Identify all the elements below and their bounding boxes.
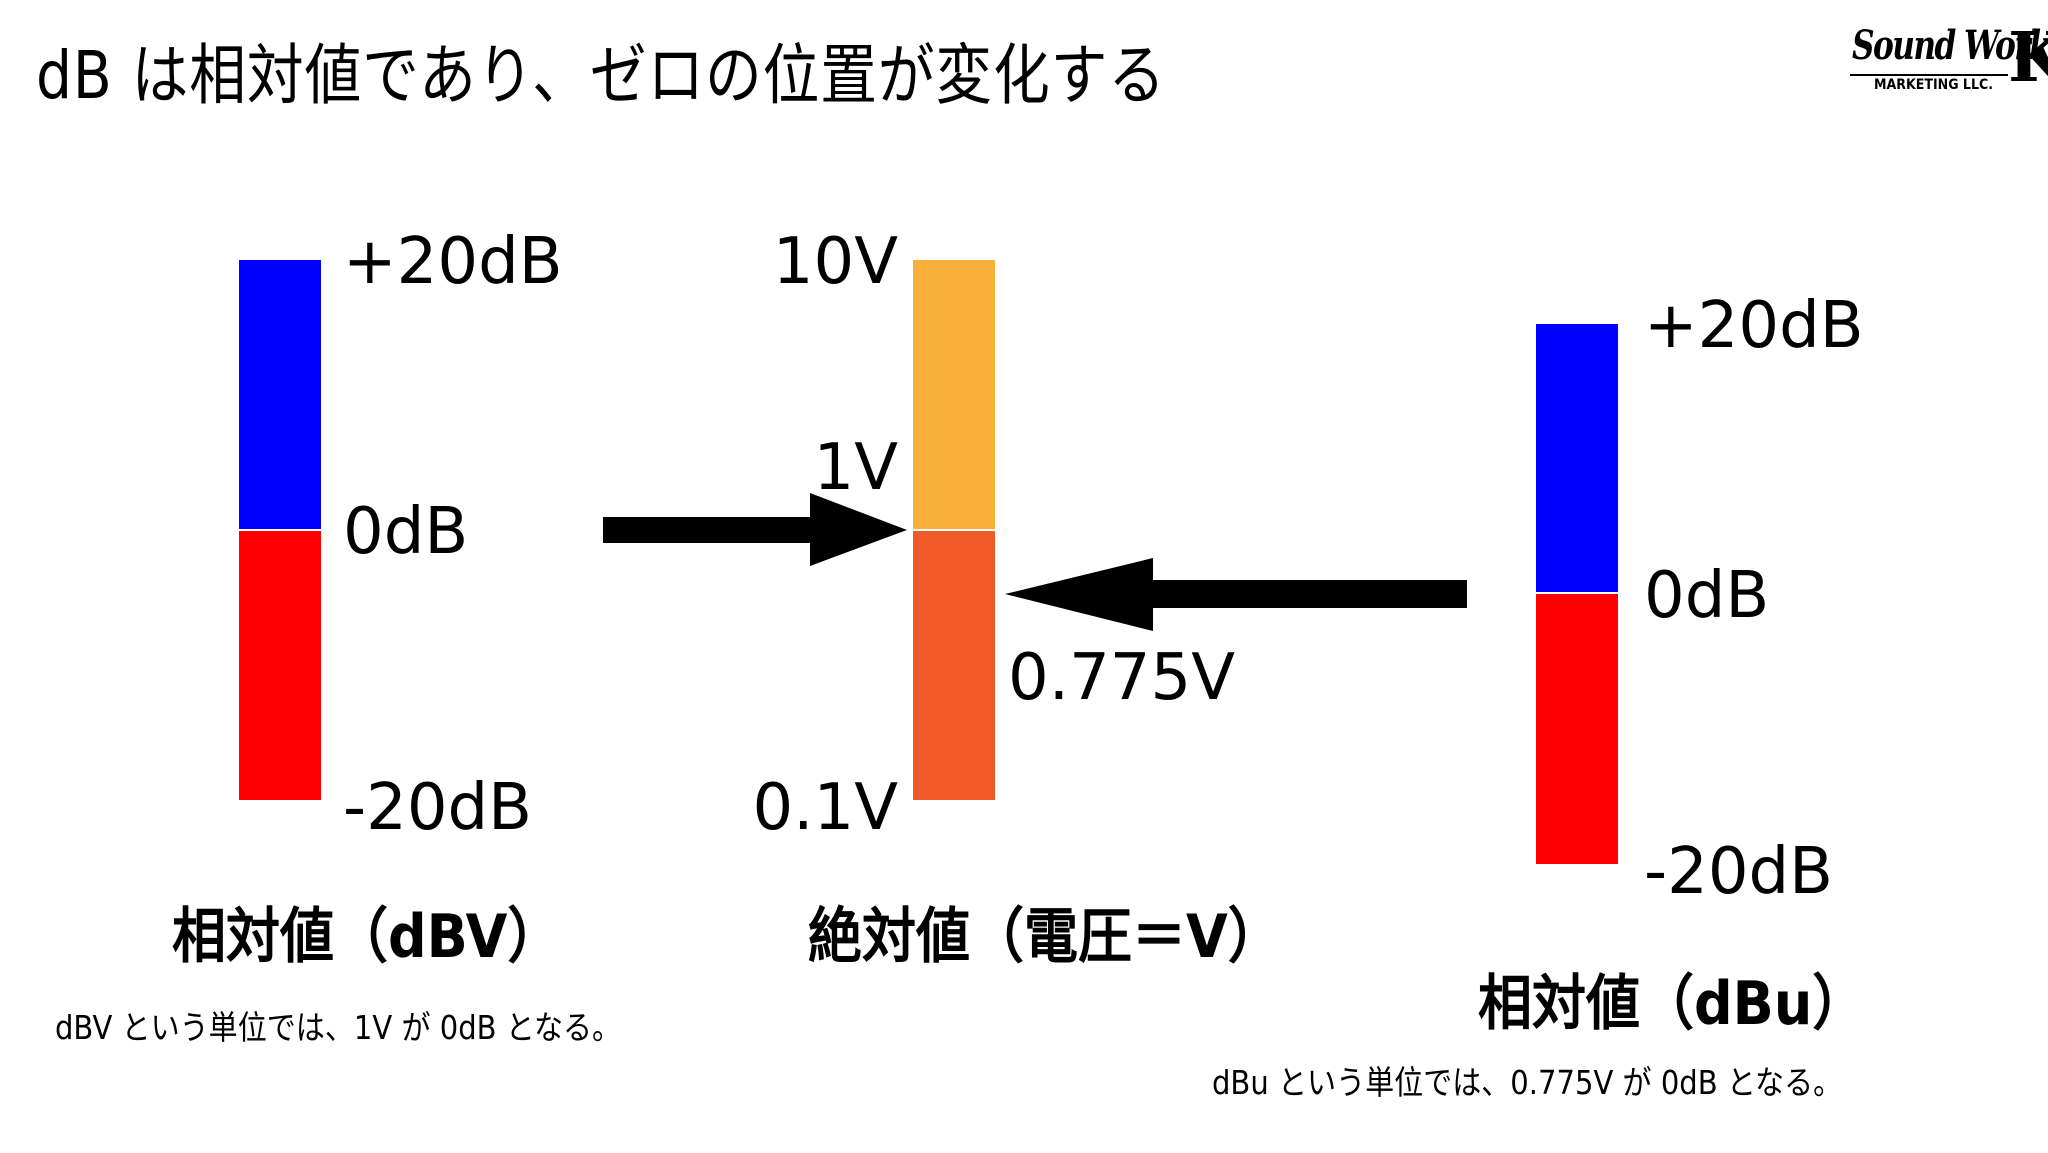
voltage-label-1v: 1V: [813, 431, 899, 505]
voltage-label-10v: 10V: [772, 225, 898, 299]
arrow-right-icon: [603, 493, 907, 566]
voltage-lower-segment: [913, 531, 995, 800]
dbv-positive-segment: [239, 260, 321, 529]
dbv-note: dBV という単位では、1V が 0dB となる。: [55, 1008, 622, 1047]
dbu-positive-segment: [1536, 324, 1618, 592]
dbu-label-zero: 0dB: [1644, 559, 1770, 633]
logo-k: K: [2008, 18, 2048, 98]
dbu-caption: 相対値（dBu）: [1478, 969, 1867, 1039]
dbv-negative-segment: [239, 531, 321, 800]
voltage-label-01v: 0.1V: [752, 771, 898, 845]
logo-underline: [1850, 74, 2008, 76]
dbv-label-top: +20dB: [343, 225, 563, 299]
dbu-label-top: +20dB: [1644, 289, 1864, 363]
dbv-label-zero: 0dB: [343, 495, 469, 569]
logo-script: Sound Works: [1852, 22, 2048, 69]
company-logo: Sound Works MARKETING LLC. K: [1850, 22, 2048, 102]
voltage-label-0775v: 0.775V: [1008, 641, 1235, 715]
dbu-note: dBu という単位では、0.775V が 0dB となる。: [1212, 1063, 1843, 1102]
logo-subtitle: MARKETING LLC.: [1874, 77, 1994, 93]
dbv-label-bottom: -20dB: [343, 771, 533, 845]
voltage-caption: 絶対値（電圧＝V）: [808, 902, 1282, 972]
dbu-negative-segment: [1536, 594, 1618, 864]
dbv-caption: 相対値（dBV）: [172, 902, 562, 972]
dbu-label-bottom: -20dB: [1644, 835, 1834, 909]
arrow-left-icon: [1005, 558, 1467, 631]
voltage-upper-segment: [913, 260, 995, 529]
page-title: dB は相対値であり、ゼロの位置が変化する: [36, 37, 1166, 114]
